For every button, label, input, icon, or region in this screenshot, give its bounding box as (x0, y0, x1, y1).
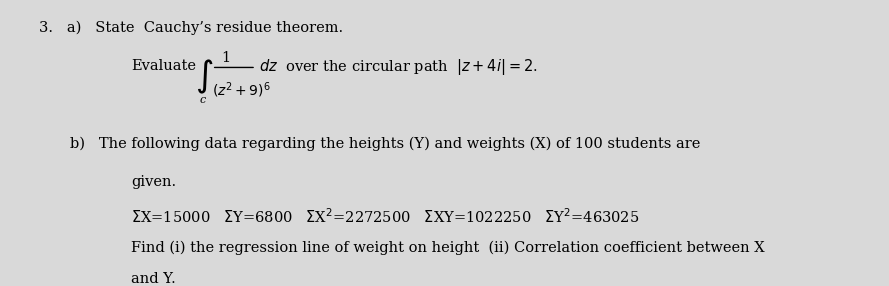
Text: and Y.: and Y. (131, 272, 175, 286)
Text: given.: given. (131, 175, 176, 189)
Text: Find (i) the regression line of weight on height  (ii) Correlation coefficient b: Find (i) the regression line of weight o… (131, 241, 765, 255)
Text: $(z^2+9)^6$: $(z^2+9)^6$ (212, 81, 270, 100)
Text: 3.   a)   State  Cauchy’s residue theorem.: 3. a) State Cauchy’s residue theorem. (39, 20, 343, 35)
Text: $\Sigma$X=15000   $\Sigma$Y=6800   $\Sigma$X$^2$=2272500   $\Sigma$XY=1022250   : $\Sigma$X=15000 $\Sigma$Y=6800 $\Sigma$X… (131, 208, 639, 227)
Text: c: c (199, 95, 205, 105)
Text: 1: 1 (221, 51, 230, 65)
Text: b)   The following data regarding the heights (Y) and weights (X) of 100 student: b) The following data regarding the heig… (70, 137, 701, 152)
Text: $dz$  over the circular path  $|z+4i|=2$.: $dz$ over the circular path $|z+4i|=2$. (259, 57, 537, 78)
Text: Evaluate: Evaluate (131, 59, 196, 73)
Text: $\int$: $\int$ (195, 58, 213, 96)
